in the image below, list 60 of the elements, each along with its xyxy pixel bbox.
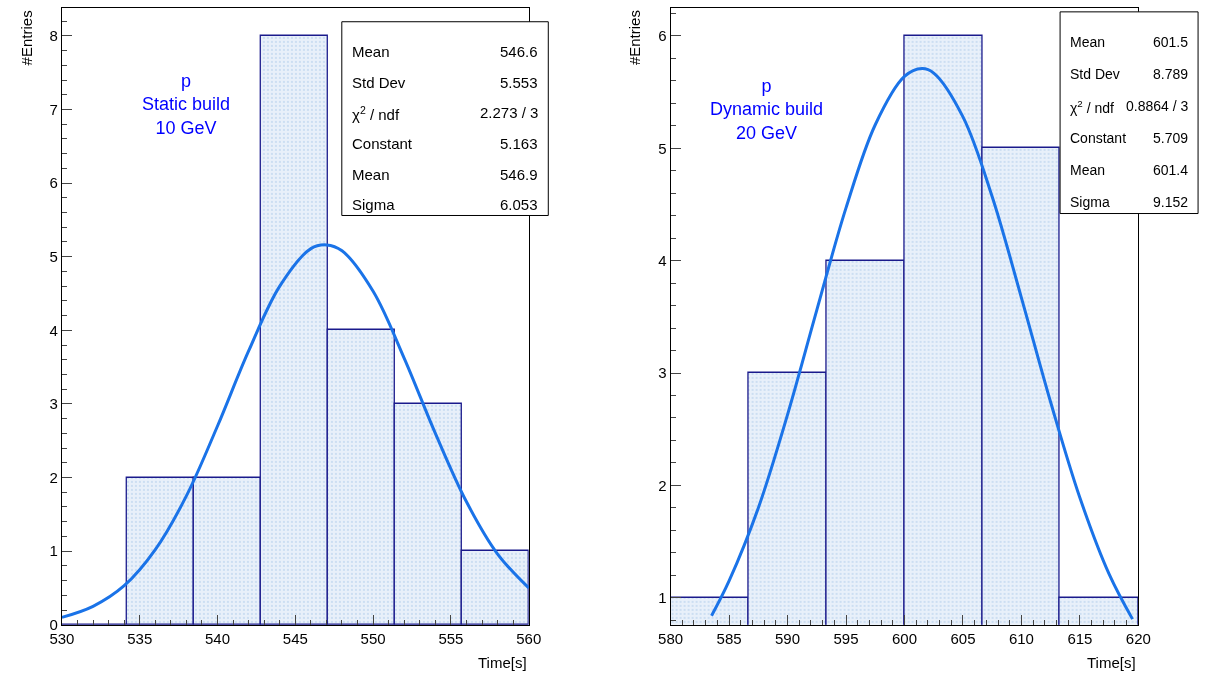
x-tick-label: 605	[950, 629, 976, 647]
text: 5.709	[1153, 130, 1189, 146]
annotation: Constant	[1070, 130, 1127, 146]
text: 8.789	[1153, 66, 1189, 82]
x-tick-label: 595	[833, 629, 859, 647]
annotation: χ$^{2}$ / ndf	[1070, 98, 1115, 116]
annotation: 546.6	[500, 43, 538, 60]
x-tick-label: 610	[1008, 629, 1034, 647]
text: 601.5	[1153, 34, 1189, 50]
y-tick-label: 4	[658, 251, 667, 269]
y-tick-label: 2	[49, 468, 58, 486]
y-tick-label: 5	[658, 139, 667, 157]
y-tick-label: 8	[49, 27, 58, 45]
x-tick-label: 600	[891, 629, 917, 647]
x-tick-label: 580	[658, 629, 684, 647]
annotation: χ$^{2}$ / ndf	[352, 104, 400, 124]
y-axis-title: #Entries	[17, 10, 35, 66]
y-tick-label: 1	[49, 542, 58, 560]
annotation: Mean	[352, 43, 390, 60]
y-tick-label: 4	[49, 321, 58, 339]
y-tick-label: 6	[49, 174, 58, 192]
annotation: Sigma	[352, 196, 396, 213]
annotation: Std Dev	[352, 74, 406, 91]
annotation: 5.553	[500, 74, 538, 91]
x-tick-label: 545	[282, 629, 308, 647]
x-tick-label: 535	[127, 629, 153, 647]
x-tick-label: 560	[516, 629, 542, 647]
y-tick-label: 3	[49, 395, 58, 413]
x-tick-label: 585	[716, 629, 742, 647]
x-axis-title: Time[s]	[478, 654, 527, 671]
y-tick-label: 2	[658, 476, 667, 494]
annotation: p Dynamic build 20 GeV	[710, 76, 824, 143]
x-tick-label: 590	[775, 629, 801, 647]
annotation: Sigma	[1070, 194, 1110, 210]
text: 9.152	[1153, 194, 1189, 210]
annotation: Mean	[1070, 34, 1106, 50]
annotation: 2.273 / 3	[480, 104, 539, 121]
x-axis-title: Time[s]	[1087, 654, 1136, 671]
y-tick-label: 5	[49, 247, 58, 265]
annotation: 546.9	[500, 166, 538, 183]
y-tick-label: 7	[49, 100, 58, 118]
y-axis-title: #Entries	[626, 10, 644, 66]
line-series	[61, 243, 529, 619]
text: 601.4	[1153, 162, 1189, 178]
annotation: 0.8864 / 3	[1126, 98, 1189, 114]
x-tick-label: 540	[205, 629, 231, 647]
y-tick-label: 3	[658, 364, 667, 382]
y-tick-label: 6	[658, 27, 667, 45]
annotation: Mean	[1070, 162, 1106, 178]
annotation: 5.163	[500, 135, 538, 152]
annotation: 6.053	[500, 196, 538, 213]
x-tick-label: 550	[360, 629, 386, 647]
x-tick-label: 620	[1125, 629, 1151, 647]
annotation: Mean	[352, 166, 390, 183]
x-tick-label: 555	[438, 629, 464, 647]
annotation: Constant	[352, 135, 413, 152]
annotation: Std Dev	[1070, 66, 1120, 82]
x-tick-label: 615	[1067, 629, 1093, 647]
y-tick-label: 1	[658, 589, 667, 607]
annotation: p Static build 10 GeV	[142, 71, 231, 138]
